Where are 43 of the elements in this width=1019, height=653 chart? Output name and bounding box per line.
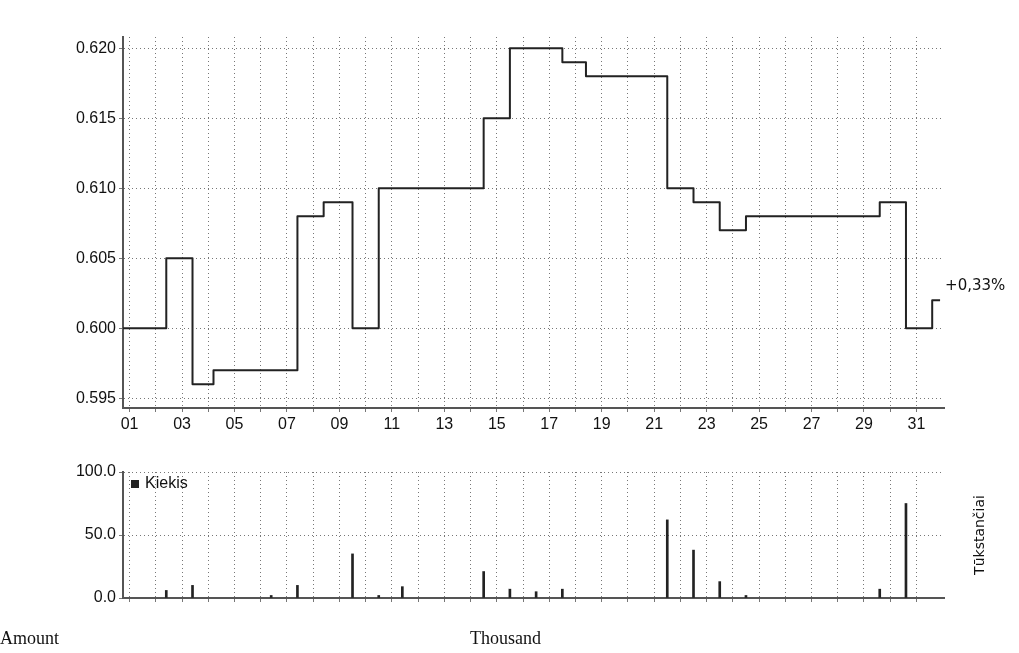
x-tick-label: 09 <box>330 415 349 433</box>
x-tick-label: 03 <box>173 415 192 433</box>
bar <box>377 595 381 598</box>
x-tick-label: 21 <box>645 415 664 433</box>
bar <box>269 595 273 598</box>
y-tick-label: 0.0 <box>93 588 117 606</box>
x-tick-label: 31 <box>907 415 926 433</box>
x-tick-label: 19 <box>592 415 611 433</box>
bar <box>692 549 695 598</box>
legend-label: Kiekis <box>145 474 188 492</box>
x-tick-label: 27 <box>802 415 821 433</box>
bar <box>191 585 194 598</box>
y-tick-label: 50.0 <box>84 525 117 543</box>
x-tick-label: 11 <box>383 415 401 433</box>
bar <box>401 586 404 598</box>
text: Thousand <box>470 628 541 649</box>
y-tick-label: 0.620 <box>75 38 117 56</box>
y-tick-label: 0.605 <box>75 248 117 266</box>
bar <box>878 588 882 598</box>
y-tick-label: 0.610 <box>75 178 117 196</box>
bar <box>351 553 354 598</box>
y-tick-label: 0.615 <box>75 108 117 126</box>
bar <box>164 590 168 598</box>
x-tick-label: 15 <box>487 415 506 433</box>
bar <box>561 588 564 598</box>
x-tick-label: 25 <box>750 415 769 433</box>
bar <box>718 581 722 598</box>
bar <box>665 519 669 598</box>
bar <box>296 585 299 598</box>
x-tick-label: 17 <box>540 415 559 433</box>
y-axis-title: Tūkstančiai <box>970 495 987 576</box>
bar <box>482 571 485 598</box>
x-tick-label: 05 <box>225 415 244 433</box>
x-tick-label: 01 <box>120 415 139 433</box>
y-tick-label: 0.595 <box>75 388 117 406</box>
x-tick-label: 29 <box>855 415 873 433</box>
y-tick-label: 0.600 <box>75 318 117 336</box>
y-tick-label: 100.0 <box>75 462 117 480</box>
text: Amount <box>0 628 60 649</box>
x-tick-label: 07 <box>278 415 296 433</box>
annotation: +0,33% <box>945 276 1006 295</box>
x-tick-label: 23 <box>697 415 716 433</box>
x-tick-label: 13 <box>435 415 454 433</box>
